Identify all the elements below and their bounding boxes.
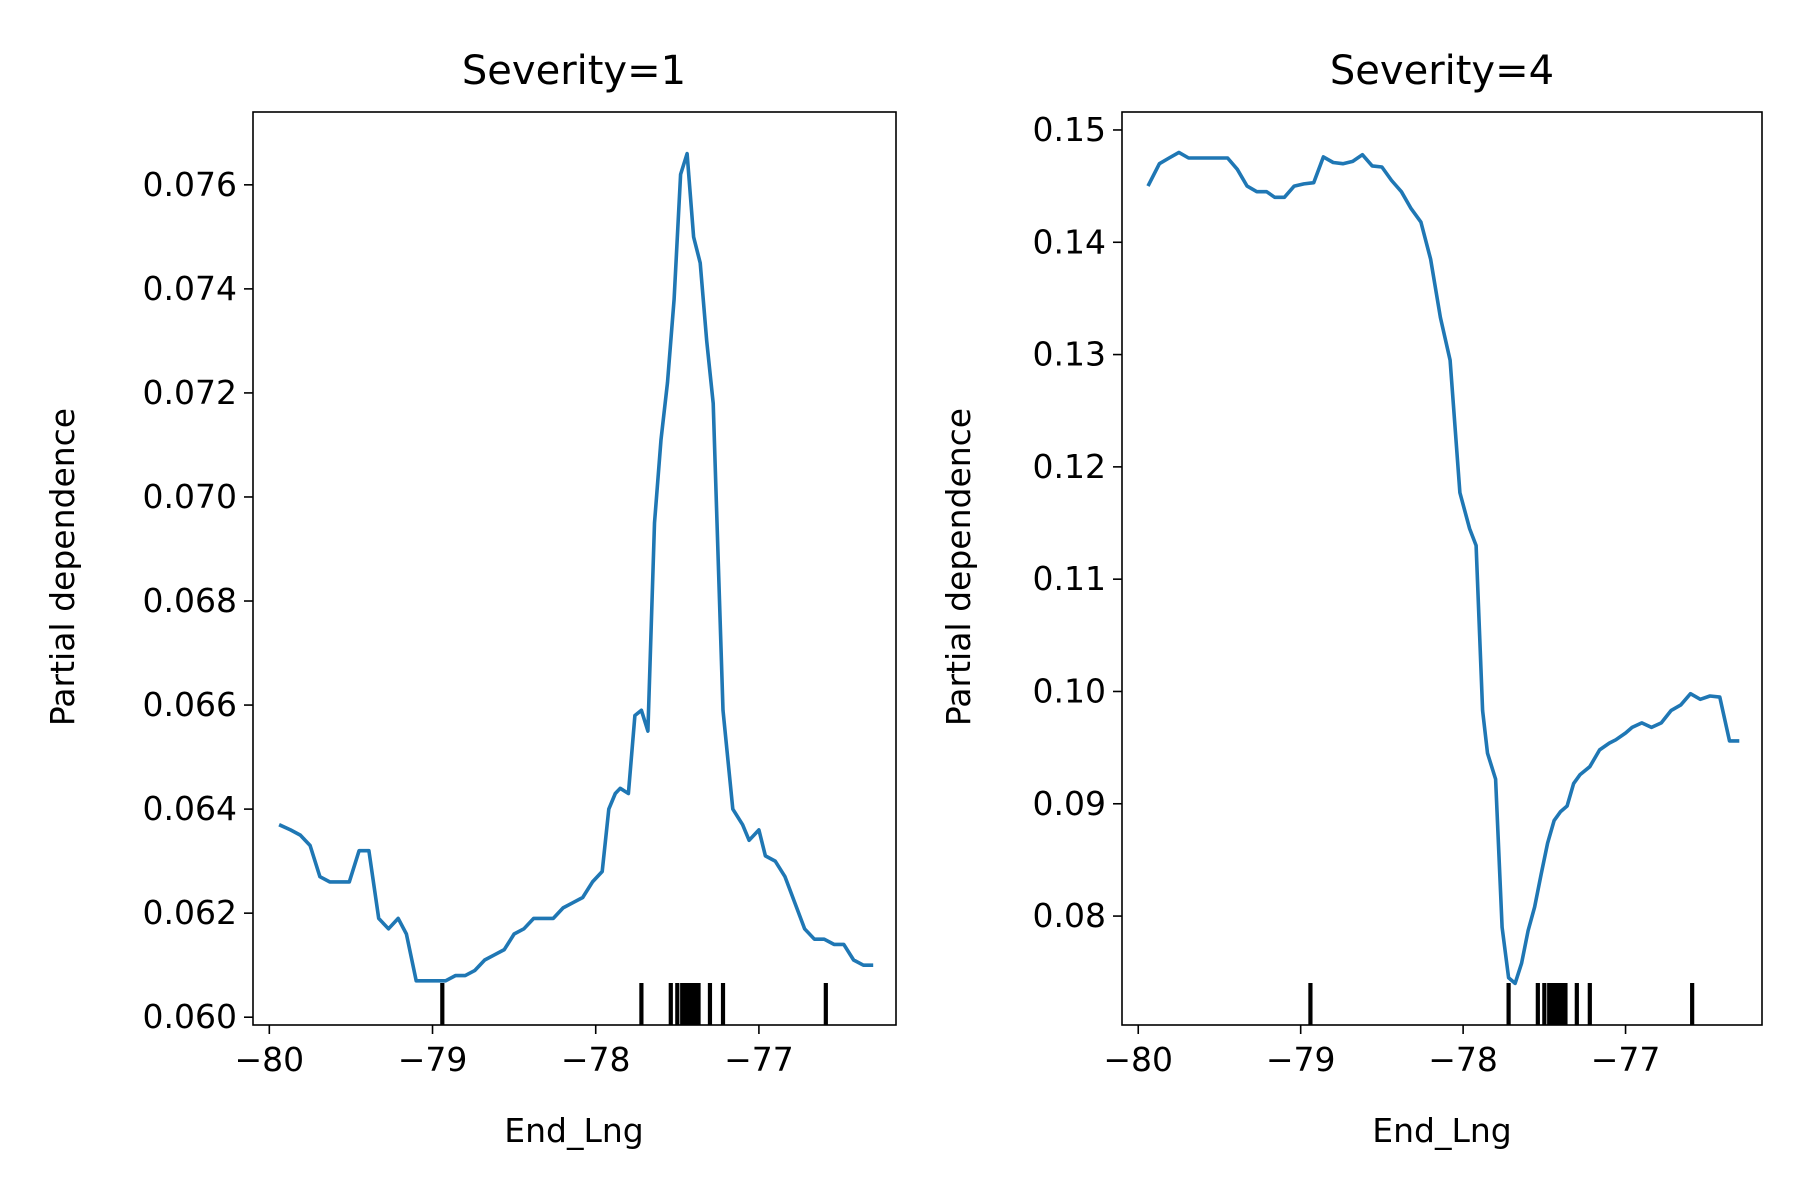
x-tick-label: −77: [724, 1040, 794, 1079]
x-tick-label: −78: [1428, 1040, 1498, 1079]
y-tick-label: 0.11: [1033, 559, 1106, 598]
axes-frame: [1121, 111, 1763, 1026]
panel-title: Severity=1: [462, 48, 686, 94]
y-tick-label: 0.076: [143, 165, 237, 204]
y-tick-label: 0.072: [143, 373, 237, 412]
panel-title: Severity=4: [1330, 48, 1554, 94]
pd-line: [278, 151, 874, 983]
y-tick-label: 0.068: [143, 581, 237, 620]
x-tick-label: −79: [398, 1040, 468, 1079]
x-tick-label: −80: [1103, 1040, 1173, 1079]
y-tick-label: 0.08: [1033, 896, 1106, 935]
y-tick-label: 0.062: [143, 893, 237, 932]
x-axis-label: End_Lng: [504, 1111, 643, 1150]
y-axis-label: Partial dependence: [939, 408, 978, 726]
pd-line: [1146, 150, 1740, 986]
y-tick-label: 0.060: [143, 997, 237, 1036]
severity-1-panel: Severity=1 End_Lng Partial dependence −8…: [43, 48, 897, 1150]
y-tick-label: 0.10: [1033, 671, 1106, 710]
x-tick-label: −78: [561, 1040, 631, 1079]
y-tick-label: 0.066: [143, 685, 237, 724]
y-tick-label: 0.070: [143, 477, 237, 516]
severity-4-panel: Severity=4 End_Lng Partial dependence −8…: [939, 48, 1763, 1150]
plot-area: −80 −79 −78 −77 0.060 0.062 0.064 0.066 0.068 0.0…: [143, 111, 897, 1079]
y-tick-label: 0.15: [1033, 110, 1106, 149]
plot-area: −80 −79 −78 −77 0.08 0.09 0.10 0.11 0.12 0.13 0.14…: [1033, 110, 1763, 1079]
y-tick-label: 0.074: [143, 269, 237, 308]
y-tick-label: 0.09: [1033, 784, 1106, 823]
x-tick-label: −77: [1591, 1040, 1661, 1079]
x-axis-label: End_Lng: [1372, 1111, 1511, 1150]
y-axis-label: Partial dependence: [43, 408, 82, 726]
y-tick-label: 0.12: [1033, 447, 1106, 486]
axes-frame: [252, 111, 897, 1026]
y-tick-label: 0.14: [1033, 222, 1106, 261]
y-tick-label: 0.064: [143, 789, 237, 828]
y-tick-label: 0.13: [1033, 335, 1106, 374]
x-tick-label: −80: [234, 1040, 304, 1079]
x-tick-label: −79: [1266, 1040, 1336, 1079]
